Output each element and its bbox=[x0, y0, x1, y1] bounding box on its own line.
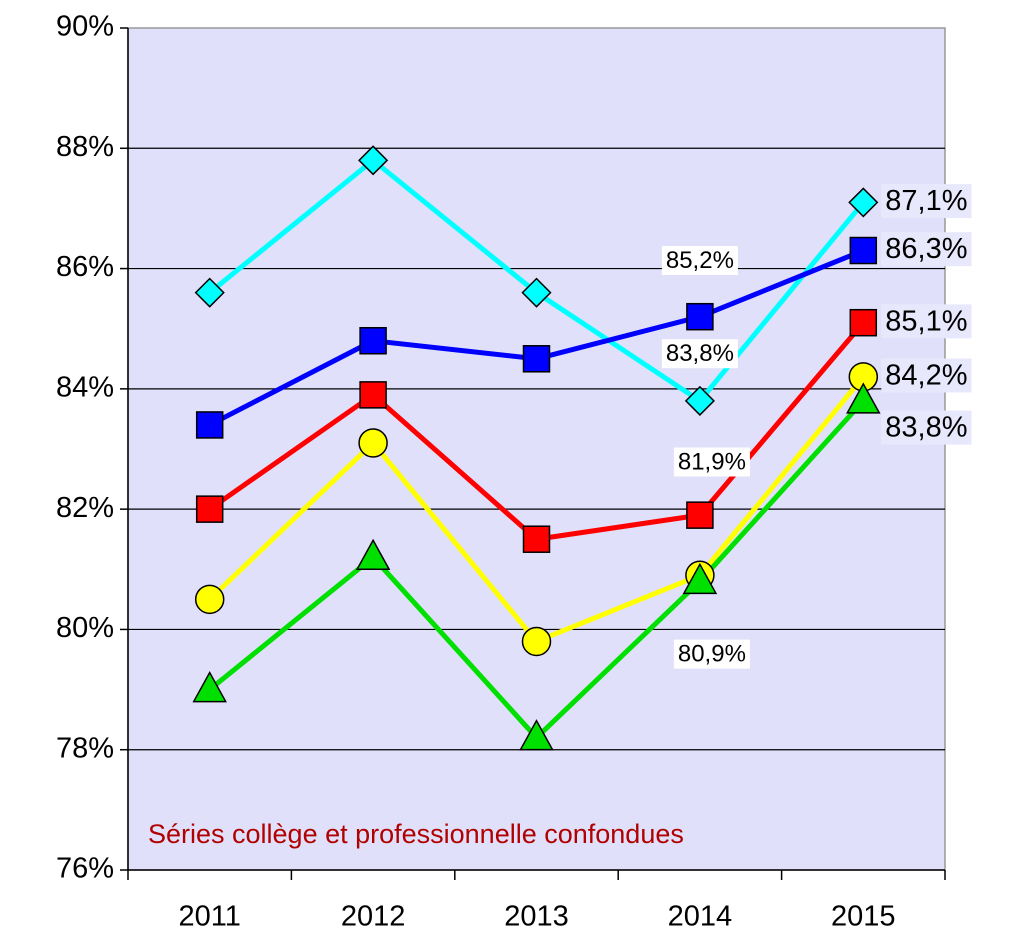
data-label-bg bbox=[661, 339, 738, 369]
marker bbox=[194, 584, 225, 615]
marker bbox=[686, 302, 714, 331]
marker bbox=[195, 411, 224, 439]
data-label: 87,1% bbox=[885, 185, 967, 217]
data-label: 83,8% bbox=[666, 340, 734, 367]
marker bbox=[195, 495, 224, 523]
x-tick-label: 2012 bbox=[341, 901, 406, 933]
marker bbox=[194, 277, 225, 308]
y-tick-label: 78% bbox=[56, 732, 114, 764]
marker bbox=[849, 308, 878, 337]
y-tick-label: 88% bbox=[56, 131, 114, 163]
marker bbox=[359, 381, 387, 409]
annotation: Séries collège et professionnelle confon… bbox=[148, 819, 684, 849]
x-tick-label: 2011 bbox=[179, 901, 241, 933]
data-label-bg bbox=[881, 304, 972, 339]
marker bbox=[522, 345, 551, 373]
y-tick-label: 80% bbox=[56, 612, 114, 644]
data-label: 85,2% bbox=[666, 247, 734, 274]
data-label: 83,8% bbox=[885, 412, 967, 444]
marker bbox=[522, 525, 551, 553]
marker bbox=[358, 145, 389, 176]
marker bbox=[846, 382, 881, 414]
y-tick-label: 82% bbox=[56, 492, 114, 524]
data-label-bg bbox=[881, 358, 972, 393]
data-label: 85,1% bbox=[885, 305, 967, 337]
marker bbox=[355, 538, 391, 571]
data-label: 86,3% bbox=[885, 233, 967, 265]
marker bbox=[849, 236, 878, 265]
data-label-bg bbox=[673, 447, 750, 477]
y-tick-label: 90% bbox=[56, 11, 114, 43]
y-tick-label: 76% bbox=[56, 853, 114, 885]
data-label-bg bbox=[881, 184, 972, 219]
marker bbox=[358, 428, 388, 458]
y-tick-label: 86% bbox=[56, 251, 114, 283]
data-label: 84,2% bbox=[885, 359, 967, 391]
marker bbox=[682, 562, 718, 595]
marker bbox=[359, 326, 387, 355]
markers bbox=[192, 145, 881, 751]
data-label-bg bbox=[673, 639, 750, 669]
data-label: 80,9% bbox=[678, 641, 746, 668]
marker bbox=[521, 626, 552, 657]
labels: 83,8% 87,1% 85,2% 86,3% 81,9% 85,1% 80,9% 84,2%… bbox=[661, 184, 972, 669]
marker bbox=[519, 719, 554, 751]
marker bbox=[686, 501, 714, 529]
data-label: 81,9% bbox=[678, 449, 746, 476]
x-tick-label: 2015 bbox=[831, 901, 896, 933]
data-label-bg bbox=[881, 410, 972, 445]
x-tick-label: 2014 bbox=[668, 901, 733, 933]
y-tick-label: 84% bbox=[56, 372, 114, 404]
data-label-bg bbox=[661, 246, 738, 276]
data-label-bg bbox=[881, 232, 972, 267]
marker bbox=[848, 187, 879, 218]
grid: 76% 78% 80% 82% 84% 86% 88% 90% 2011 2012 2013 2014… bbox=[56, 11, 946, 933]
x-tick-label: 2013 bbox=[504, 901, 569, 933]
marker bbox=[684, 385, 715, 416]
marker bbox=[521, 277, 552, 308]
marker bbox=[192, 671, 227, 703]
